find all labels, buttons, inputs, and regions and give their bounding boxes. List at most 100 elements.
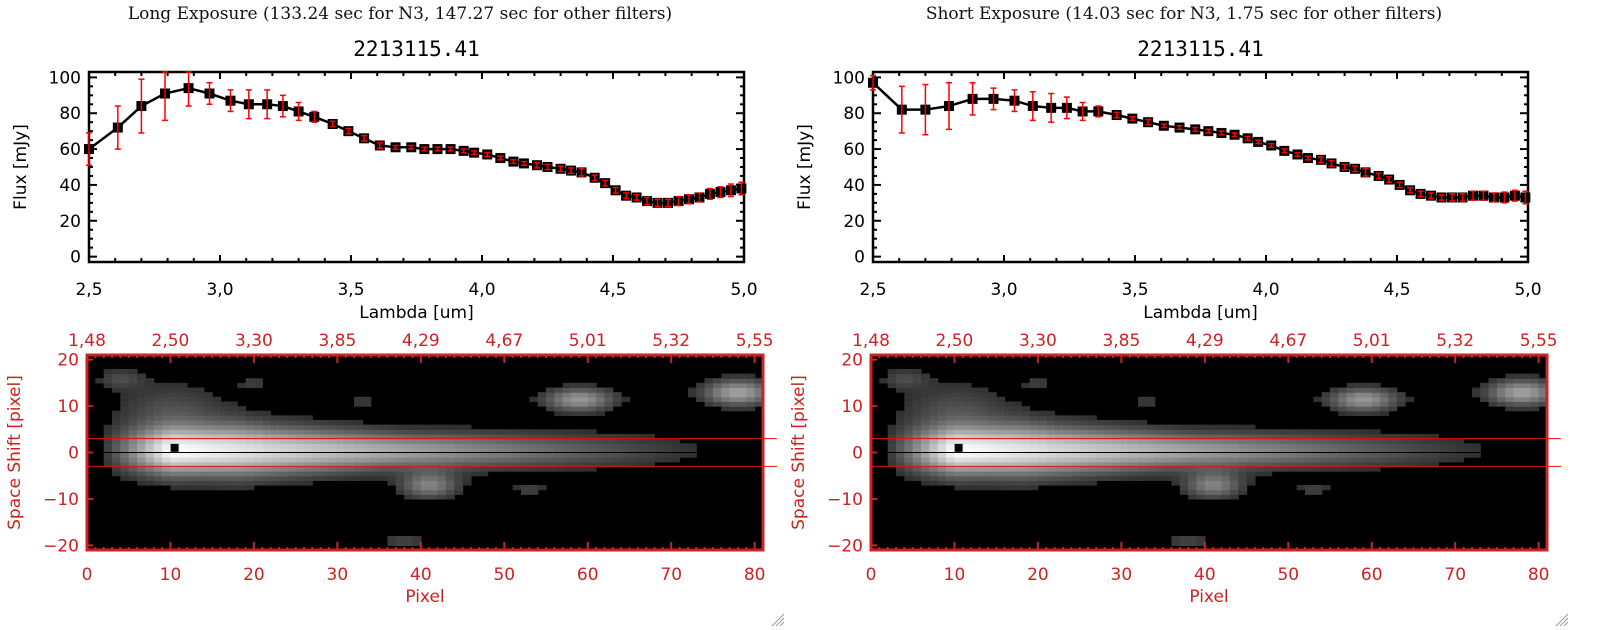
x-tick-label: 5,0 — [1514, 280, 1541, 300]
error-bar — [1079, 101, 1086, 122]
error-bar — [408, 144, 415, 150]
error-bar — [1522, 190, 1529, 205]
error-bar — [544, 163, 551, 171]
error-bar — [86, 132, 92, 166]
x-tick-label: 30 — [1111, 565, 1133, 585]
error-bar — [990, 87, 997, 111]
short-exposure-panel: Short Exposure (14.03 sec for N3, 1.75 s… — [784, 0, 1584, 630]
y-tick-label: 100 — [49, 68, 81, 88]
top-wavelength-tick-label: 5,32 — [652, 331, 690, 351]
x-axis-label: Pixel — [1189, 587, 1228, 607]
x-tick-label: 4,0 — [1252, 280, 1279, 300]
error-bar — [1417, 190, 1424, 198]
error-bar — [295, 101, 302, 122]
x-tick-label: 50 — [1277, 565, 1299, 585]
error-bar — [945, 82, 952, 131]
error-bar — [1428, 192, 1435, 200]
error-bar — [471, 150, 478, 156]
x-tick-label: 80 — [1528, 565, 1550, 585]
chart-title: 2213115.41 — [353, 37, 479, 61]
long-exposure-spectrum-chart: 2213115.41 2,5 3,0 3,5 4,0 4,5 5,0 0 20 40 60 80 100… — [11, 37, 758, 323]
error-bar — [1048, 92, 1055, 123]
peak-marker — [170, 443, 179, 452]
error-bar — [345, 127, 352, 135]
error-bar — [612, 186, 619, 194]
y-tick-label: 20 — [59, 212, 81, 232]
x-tick-label: 10 — [160, 565, 182, 585]
x-tick-label: 0 — [82, 565, 93, 585]
top-wavelength-tick-label: 3,85 — [1102, 331, 1140, 351]
error-bar — [1129, 116, 1136, 122]
error-bar — [717, 185, 724, 199]
error-bar — [602, 179, 609, 187]
y-tick-label: 40 — [843, 176, 865, 196]
long-exposure-spatial-image: 0 10 20 30 40 50 60 70 80 1,48 2,50 3,30 3,85 4,29 4,6… — [5, 331, 777, 607]
x-axis-label: Lambda [um] — [1143, 303, 1257, 323]
x-tick-label: 10 — [944, 565, 966, 585]
error-bar — [1268, 142, 1275, 149]
error-bar — [644, 196, 651, 206]
error-bar — [1160, 123, 1167, 129]
top-wavelength-tick-label: 5,55 — [736, 331, 774, 351]
error-bar — [392, 144, 399, 150]
error-bar — [1218, 130, 1225, 136]
short-exposure-spectrum-chart: 2213115.41 2,5 3,0 3,5 4,0 4,5 5,0 0 20 40 60 80 100… — [795, 37, 1542, 323]
y-tick-label: −20 — [827, 536, 863, 556]
y-tick-label: 10 — [841, 397, 863, 417]
error-bar — [1352, 165, 1359, 173]
top-wavelength-tick-label: 3,30 — [235, 331, 273, 351]
error-bar — [1396, 181, 1403, 189]
error-bar — [738, 181, 745, 196]
y-tick-label: −10 — [827, 490, 863, 510]
error-bar — [264, 89, 271, 120]
error-bar — [1459, 193, 1466, 202]
error-bar — [1176, 125, 1183, 131]
resize-grip-icon[interactable] — [1554, 612, 1568, 626]
x-tick-label: 2,5 — [859, 280, 886, 300]
y-tick-label: 0 — [70, 248, 81, 268]
short-exposure-spatial-image: 0 10 20 30 40 50 60 70 80 1,48 2,50 3,30 3,85 4,29 4,6… — [789, 331, 1561, 607]
y-axis-label: Flux [mJy] — [795, 124, 815, 210]
y-tick-label: 0 — [854, 248, 865, 268]
error-bar — [1328, 159, 1335, 167]
error-bar — [1407, 186, 1414, 194]
error-bar — [1029, 90, 1036, 122]
image-pixels — [879, 368, 1548, 546]
error-bar — [206, 82, 213, 106]
long-exposure-panel: Long Exposure (133.24 sec for N3, 147.27… — [5, 4, 777, 607]
error-bar — [623, 192, 630, 200]
top-wavelength-tick-label: 2,50 — [152, 331, 190, 351]
x-axis-label: Pixel — [405, 587, 444, 607]
error-bar — [520, 160, 527, 166]
error-bar — [329, 120, 336, 128]
resize-grip-icon[interactable] — [770, 612, 784, 626]
x-tick-label: 3,5 — [1121, 280, 1148, 300]
x-tick-label: 5,0 — [730, 280, 757, 300]
error-bar — [1145, 118, 1152, 126]
y-tick-label: 80 — [843, 104, 865, 124]
y-tick-label: 80 — [59, 104, 81, 124]
x-tick-label: 40 — [1194, 565, 1216, 585]
error-bar — [1449, 193, 1456, 202]
error-bar — [1255, 139, 1262, 145]
y-tick-label: 100 — [833, 68, 865, 88]
error-bar — [1469, 190, 1476, 201]
y-axis-label: Space Shift [pixel] — [789, 375, 809, 530]
y-tick-label: 10 — [57, 397, 79, 417]
error-bar — [1341, 163, 1348, 171]
error-bar — [1490, 192, 1497, 203]
y-tick-label: 60 — [843, 140, 865, 160]
x-tick-label: 2,5 — [75, 280, 102, 300]
plot-frame — [87, 70, 746, 264]
error-bar — [434, 146, 441, 152]
error-bar — [460, 148, 467, 154]
top-wavelength-tick-label: 1,48 — [852, 331, 890, 351]
error-bar — [1480, 190, 1487, 201]
error-bar — [1205, 128, 1212, 134]
exposure-title: Short Exposure (14.03 sec for N3, 1.75 s… — [925, 4, 1443, 24]
x-tick-label: 60 — [1361, 565, 1383, 585]
top-wavelength-tick-label: 5,32 — [1436, 331, 1474, 351]
error-bar — [484, 151, 491, 157]
error-bar — [870, 74, 876, 91]
error-bar — [534, 161, 541, 169]
